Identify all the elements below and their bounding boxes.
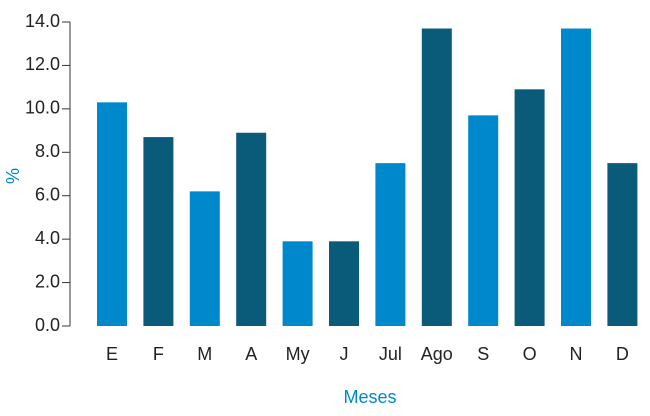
x-tick-label: N [570,344,583,364]
bar [143,137,174,326]
y-tick-label: 6.0 [35,184,60,204]
bar [514,89,545,326]
x-tick-label: My [286,344,310,364]
x-tick-label: M [197,344,212,364]
x-axis-title: Meses [343,387,396,407]
y-tick-label: 8.0 [35,141,60,161]
y-tick-label: 2.0 [35,271,60,291]
bar [189,191,220,326]
bar [97,102,127,326]
y-tick-label: 4.0 [35,228,60,248]
bar [468,115,499,326]
y-tick-label: 14.0 [25,11,60,31]
x-tick-label: Jul [379,344,402,364]
x-tick-label: O [523,344,537,364]
x-tick-label: E [106,344,118,364]
x-tick-label: Ago [421,344,453,364]
x-tick-label: J [340,344,349,364]
x-tick-label: D [616,344,629,364]
bar [561,28,591,327]
x-tick-label: A [245,344,257,364]
bar [236,132,267,326]
y-tick-label: 10.0 [25,98,60,118]
bar [375,163,406,326]
x-tick-label: S [477,344,489,364]
y-tick-label: 12.0 [25,54,60,74]
y-axis-title: % [3,168,23,184]
bar [282,241,313,326]
bar [421,28,452,327]
bar [607,163,638,326]
x-tick-label: F [153,344,164,364]
y-tick-label: 0.0 [35,315,60,335]
bar [329,241,359,326]
